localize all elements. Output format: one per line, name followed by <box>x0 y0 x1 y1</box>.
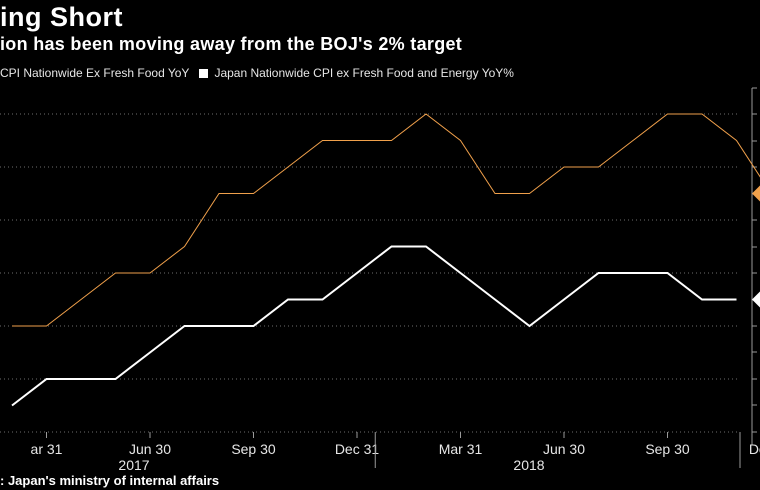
x-tick-label-3: Dec 31 <box>335 441 380 457</box>
x-tick-label-1: Jun 30 <box>129 441 171 457</box>
legend-label-series1: CPI Nationwide Ex Fresh Food YoY <box>0 66 190 80</box>
x-tick-label-0: ar 31 <box>31 441 63 457</box>
series-line-2 <box>11 245 737 407</box>
legend-swatch-series2 <box>199 68 209 78</box>
chart-title: ing Short <box>0 2 123 32</box>
x-tick-label-2: Sep 30 <box>231 441 276 457</box>
series-last-value-marker-1 <box>752 185 760 202</box>
chart-source: : Japan's ministry of internal affairs <box>0 473 220 488</box>
series-line-1 <box>12 113 760 327</box>
x-year-label-1: 2018 <box>513 457 544 473</box>
x-tick-label-4: Mar 31 <box>439 441 483 457</box>
chart-legend: CPI Nationwide Ex Fresh Food YoY Japan N… <box>0 66 514 80</box>
series-last-value-marker-2 <box>752 291 760 308</box>
chart-subtitle: ion has been moving away from the BOJ's … <box>0 34 463 54</box>
x-year-label-0: 2017 <box>118 457 149 473</box>
x-tick-label-5: Jun 30 <box>543 441 585 457</box>
x-tick-label-6: Sep 30 <box>645 441 690 457</box>
x-tick-label-7: Dec 31 <box>749 441 760 457</box>
legend-label-series2: Japan Nationwide CPI ex Fresh Food and E… <box>214 66 514 80</box>
